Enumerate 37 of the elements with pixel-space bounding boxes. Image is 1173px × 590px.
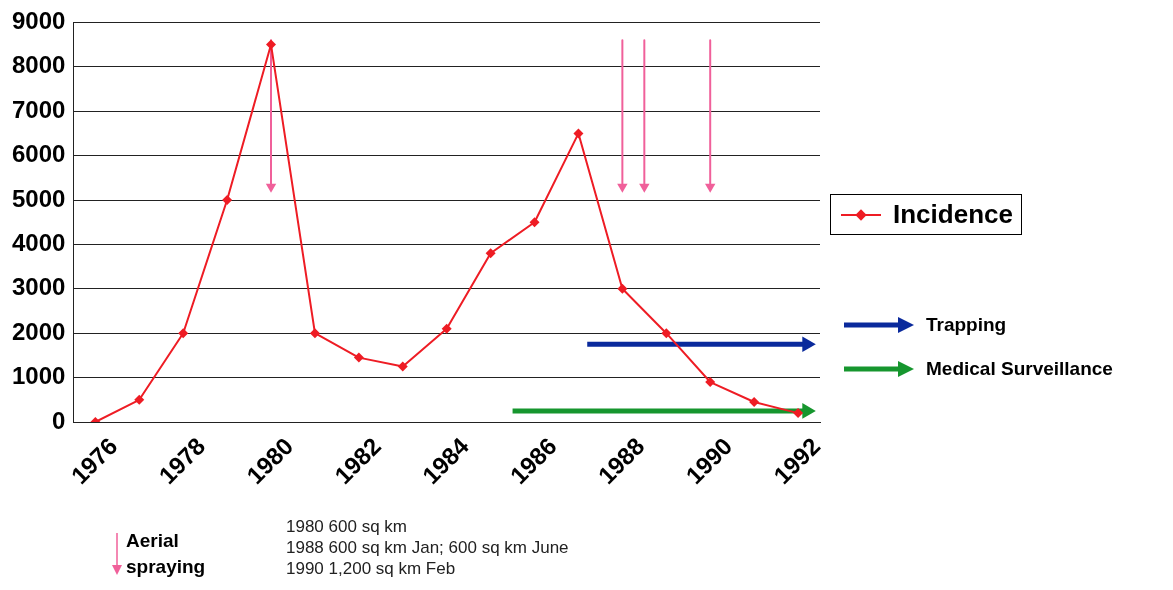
legend-label: Medical Surveillance — [926, 358, 1113, 380]
point — [661, 328, 672, 339]
point — [441, 323, 452, 334]
point — [397, 361, 408, 372]
y-tick-label: 6000 — [12, 140, 66, 168]
point — [266, 39, 277, 50]
y-tick-label: 3000 — [12, 273, 66, 301]
point — [617, 283, 628, 294]
point — [529, 217, 540, 228]
point — [178, 328, 189, 339]
text: 1980 600 sq km — [286, 516, 408, 537]
point — [705, 377, 716, 388]
point — [353, 352, 364, 363]
point — [222, 195, 233, 205]
point — [705, 183, 716, 193]
legend-label: Incidence — [893, 199, 1013, 230]
point — [749, 397, 760, 408]
y-tick-label: 7000 — [12, 95, 66, 123]
text: 1990 1,200 sq km Feb — [286, 558, 457, 579]
point — [793, 408, 804, 419]
y-tick-label: 8000 — [12, 51, 66, 79]
y-tick-label: 5000 — [12, 184, 66, 212]
point — [265, 183, 277, 193]
point — [134, 394, 145, 405]
text: 1988 600 sq km Jan; 600 sq km June — [286, 537, 569, 558]
y-tick-label: 9000 — [12, 7, 66, 35]
point — [485, 248, 496, 259]
y-tick-label: 1000 — [12, 362, 66, 390]
legend-label: Trapping — [926, 314, 1007, 336]
legend-label: Aerial spraying — [126, 529, 207, 579]
y-tick-label: 0 — [52, 406, 66, 434]
point — [639, 183, 650, 193]
point — [573, 128, 584, 139]
point — [617, 183, 628, 193]
y-tick-label: 2000 — [12, 317, 66, 345]
y-tick-label: 4000 — [12, 229, 66, 257]
point — [309, 328, 320, 339]
